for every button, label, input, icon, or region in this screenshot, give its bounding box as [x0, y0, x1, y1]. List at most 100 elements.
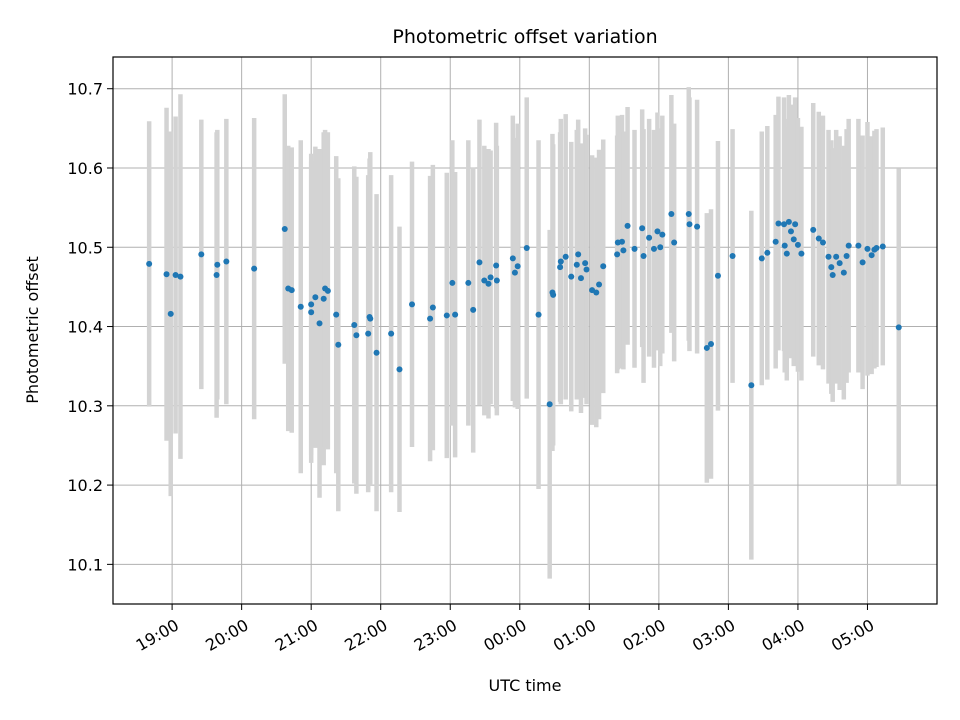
- data-point: [546, 401, 553, 408]
- data-point: [288, 287, 295, 294]
- data-point: [815, 235, 822, 242]
- data-point: [367, 315, 374, 322]
- data-point: [427, 315, 434, 322]
- data-point: [583, 266, 590, 273]
- data-point: [443, 312, 450, 319]
- data-point: [764, 249, 771, 256]
- data-point: [324, 287, 331, 294]
- data-point: [775, 220, 782, 227]
- data-point: [859, 259, 866, 266]
- data-point: [657, 244, 664, 251]
- data-point: [855, 242, 862, 249]
- data-point: [523, 245, 530, 252]
- data-point: [493, 262, 500, 269]
- data-point: [600, 263, 607, 270]
- data-point: [557, 264, 564, 271]
- data-point: [631, 245, 638, 252]
- data-point: [297, 303, 304, 310]
- data-point: [509, 255, 516, 262]
- data-point: [568, 273, 575, 280]
- data-point: [214, 261, 221, 268]
- data-point: [351, 321, 358, 328]
- y-tick-label: 10.5: [67, 238, 103, 257]
- data-point: [316, 320, 323, 327]
- data-point: [639, 225, 646, 232]
- data-point: [575, 251, 582, 258]
- data-point: [864, 245, 871, 252]
- data-point: [452, 311, 459, 318]
- data-point: [729, 252, 736, 259]
- data-point: [624, 222, 631, 229]
- x-axis-label: UTC time: [489, 676, 562, 695]
- data-point: [485, 280, 492, 287]
- data-point: [167, 310, 174, 317]
- data-point: [213, 272, 220, 279]
- data-point: [790, 236, 797, 243]
- data-point: [792, 221, 799, 228]
- data-point: [373, 349, 380, 356]
- data-point: [714, 272, 721, 279]
- data-point: [783, 250, 790, 257]
- data-point: [470, 306, 477, 313]
- data-point: [785, 218, 792, 225]
- data-point: [573, 261, 580, 268]
- data-point: [810, 226, 817, 233]
- data-point: [557, 258, 564, 265]
- data-point: [620, 247, 627, 254]
- data-point: [312, 294, 319, 301]
- data-point: [308, 309, 315, 316]
- y-axis-label: Photometric offset: [23, 256, 42, 404]
- data-point: [668, 210, 675, 217]
- y-tick-label: 10.4: [67, 318, 103, 337]
- data-point: [511, 269, 518, 276]
- data-point: [650, 245, 657, 252]
- data-point: [177, 273, 184, 280]
- data-point: [409, 301, 416, 308]
- y-tick-label: 10.7: [67, 80, 103, 99]
- y-tick-label: 10.1: [67, 555, 103, 574]
- data-point: [365, 330, 372, 337]
- data-point: [879, 243, 886, 250]
- data-point: [708, 340, 715, 347]
- data-point: [582, 260, 589, 267]
- data-point: [873, 245, 880, 252]
- data-point: [198, 251, 205, 258]
- data-point: [251, 265, 258, 272]
- data-point: [320, 295, 327, 302]
- data-point: [659, 231, 666, 238]
- data-point: [671, 239, 678, 246]
- data-point: [487, 274, 494, 281]
- data-point: [596, 281, 603, 288]
- data-point: [895, 324, 902, 331]
- data-point: [333, 311, 340, 318]
- data-point: [614, 251, 621, 258]
- data-point: [429, 304, 436, 311]
- data-point: [748, 382, 755, 389]
- data-point: [646, 234, 653, 241]
- y-tick-label: 10.2: [67, 476, 103, 495]
- data-point: [396, 366, 403, 373]
- data-point: [619, 238, 626, 245]
- data-point: [833, 253, 840, 260]
- data-point: [781, 221, 788, 228]
- data-points: [146, 210, 902, 408]
- data-point: [685, 210, 692, 217]
- data-point: [449, 279, 456, 286]
- data-point: [829, 272, 836, 279]
- data-point: [388, 330, 395, 337]
- data-point: [514, 263, 521, 270]
- data-point: [843, 252, 850, 259]
- data-point: [172, 272, 179, 279]
- data-point: [493, 277, 500, 284]
- data-point: [819, 239, 826, 246]
- data-point: [758, 255, 765, 262]
- data-point: [840, 269, 847, 276]
- data-point: [281, 226, 288, 233]
- data-point: [550, 291, 557, 298]
- data-point: [798, 250, 805, 257]
- data-point: [146, 260, 153, 267]
- data-point: [868, 252, 875, 259]
- data-point: [535, 311, 542, 318]
- data-point: [703, 344, 710, 351]
- chart-title: Photometric offset variation: [392, 26, 657, 48]
